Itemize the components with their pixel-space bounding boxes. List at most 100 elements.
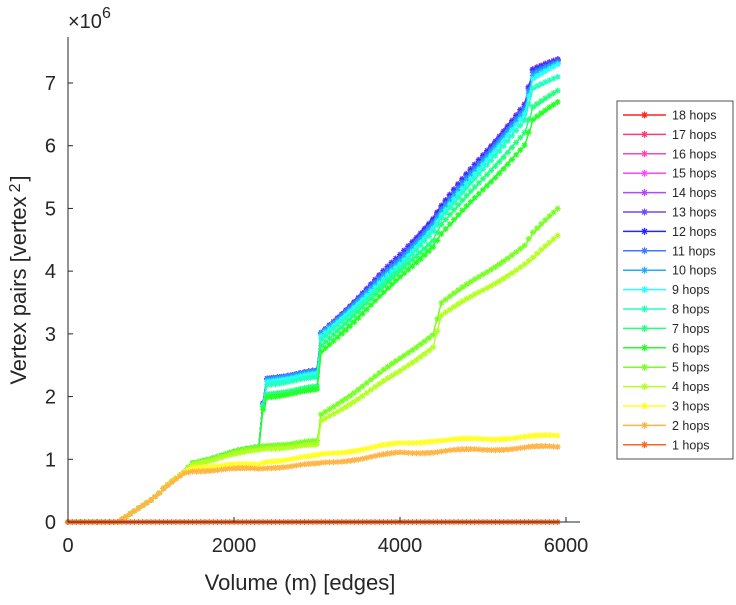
data-point-marker — [434, 229, 441, 236]
data-point-marker — [517, 264, 524, 271]
data-point-marker — [450, 436, 457, 443]
data-point-marker — [533, 100, 540, 107]
data-point-marker — [496, 261, 503, 268]
data-point-marker — [521, 110, 528, 117]
data-point-marker — [326, 413, 333, 420]
data-point-marker — [264, 465, 271, 472]
data-point-marker — [338, 324, 345, 331]
data-point-marker — [438, 205, 445, 212]
data-point-marker — [347, 308, 354, 315]
data-point-marker — [467, 293, 474, 300]
data-point-marker — [405, 439, 412, 446]
data-point-marker — [330, 322, 337, 329]
data-point-marker — [463, 192, 470, 199]
data-point-marker — [363, 306, 370, 313]
data-point-marker — [521, 107, 528, 114]
data-point-marker — [164, 482, 171, 489]
data-point-marker — [251, 465, 258, 472]
data-point-marker — [513, 127, 520, 134]
data-point-marker — [459, 185, 466, 192]
data-point-marker — [268, 458, 275, 465]
data-point-marker — [380, 282, 387, 289]
data-point-marker — [417, 239, 424, 246]
data-point-marker — [421, 350, 428, 357]
data-point-marker — [480, 161, 486, 168]
data-point-marker — [417, 233, 424, 240]
data-point-marker — [131, 508, 138, 515]
data-point-marker — [484, 182, 491, 189]
data-point-marker — [372, 383, 379, 390]
data-point-marker — [280, 389, 287, 396]
data-point-marker — [318, 342, 325, 349]
data-point-marker — [359, 446, 366, 453]
data-point-marker — [533, 82, 540, 89]
data-point-marker — [326, 459, 333, 466]
data-point-marker — [529, 432, 536, 439]
data-point-marker — [517, 445, 524, 452]
data-point-marker — [401, 250, 408, 257]
data-point-marker — [409, 248, 416, 255]
data-point-marker — [268, 391, 275, 398]
data-point-marker — [430, 344, 437, 351]
data-point-marker — [218, 454, 225, 461]
data-point-marker — [334, 450, 341, 457]
data-point-marker — [488, 266, 495, 273]
data-point-marker — [384, 441, 391, 448]
data-point-marker — [471, 276, 478, 283]
data-point-marker — [388, 372, 395, 379]
data-point-marker — [529, 254, 536, 261]
data-point-marker — [488, 436, 495, 443]
data-point-marker — [525, 93, 532, 100]
data-point-marker — [459, 197, 466, 204]
data-point-marker — [409, 347, 416, 354]
data-point-marker — [218, 462, 225, 469]
data-point-marker — [127, 510, 134, 517]
data-point-marker — [372, 284, 379, 291]
data-point-marker — [405, 255, 412, 262]
data-point-marker — [504, 255, 511, 262]
data-point-marker — [355, 447, 362, 454]
data-point-marker — [504, 435, 511, 442]
data-point-marker — [297, 388, 304, 395]
data-point-marker — [380, 279, 387, 286]
data-point-marker — [438, 221, 445, 228]
data-point-marker — [405, 449, 412, 456]
data-point-marker — [330, 410, 337, 417]
data-point-marker — [260, 406, 267, 413]
data-point-marker — [480, 436, 486, 443]
data-point-marker — [504, 446, 511, 453]
data-point-marker — [450, 290, 457, 297]
legend-item: 17 hops — [623, 128, 716, 142]
data-point-marker — [351, 398, 358, 405]
data-point-marker — [343, 320, 350, 327]
legend-item: 1 hops — [623, 438, 710, 452]
data-point-marker — [446, 306, 453, 313]
data-point-marker — [529, 69, 536, 76]
data-point-marker — [367, 302, 374, 309]
data-point-marker — [475, 163, 482, 170]
data-point-marker — [463, 295, 470, 302]
data-point-marker — [189, 468, 196, 475]
data-point-marker — [343, 315, 350, 322]
data-point-marker — [417, 236, 424, 243]
legend-label: 11 hops — [672, 244, 716, 258]
y-tick-label: 0 — [45, 512, 56, 534]
data-point-marker — [446, 436, 453, 443]
data-point-marker — [405, 246, 412, 253]
data-point-marker — [326, 450, 333, 457]
data-point-marker — [243, 465, 250, 472]
y-tick-label: 1 — [45, 449, 56, 471]
data-point-marker — [475, 179, 482, 186]
data-point-marker — [525, 443, 532, 450]
y-tick-label: 5 — [45, 198, 56, 220]
data-point-marker — [542, 95, 549, 102]
data-point-marker — [521, 433, 528, 440]
data-point-marker — [513, 118, 520, 125]
data-point-marker — [359, 299, 366, 306]
data-point-marker — [434, 215, 441, 222]
data-point-marker — [338, 449, 345, 456]
data-point-marker — [525, 90, 532, 97]
data-point-marker — [409, 256, 416, 263]
data-point-marker — [504, 138, 511, 145]
data-point-marker — [289, 375, 296, 382]
